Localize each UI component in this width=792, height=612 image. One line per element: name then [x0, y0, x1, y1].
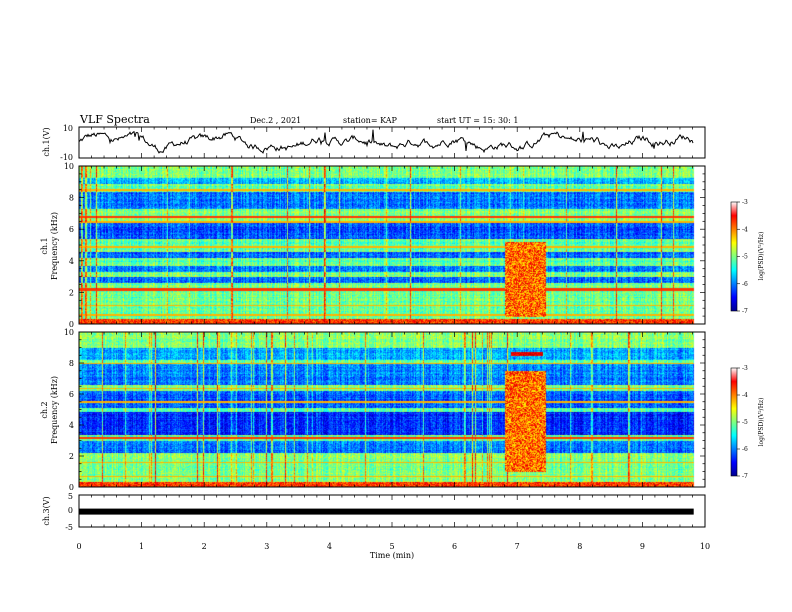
ch1-spectrogram-ylabel-channel: ch.1: [40, 237, 49, 254]
y-tick-label: 2: [69, 288, 74, 297]
x-tick-label: 1: [139, 542, 144, 551]
figure-title: VLF Spectra: [79, 113, 150, 126]
ch1-spectrogram-ylabel-frequency: Frequency (kHz): [50, 212, 59, 280]
ch3-waveform-trace: [79, 508, 694, 515]
ch3-ytick-top: 5: [68, 492, 73, 501]
colorbar-tick-label: -6: [742, 281, 748, 288]
ch1-colorbar-gradient: [730, 201, 738, 312]
colorbar-tick-label: -7: [742, 473, 748, 480]
ch1-ytick-bottom: -10: [60, 153, 73, 162]
y-tick-label: 0: [69, 320, 74, 329]
time-axis: 0 1 2 3 4 5 6 7 8 9 10: [76, 127, 710, 551]
ch2-spectrogram-ylabel-frequency: Frequency (kHz): [50, 376, 59, 444]
ch3-ytick-middle: 0: [68, 506, 73, 515]
colorbar-tick-label: -4: [742, 226, 748, 233]
y-tick-label: 4: [69, 257, 74, 266]
time-axis-label: Time (min): [370, 551, 414, 560]
colorbar-tick-label: -7: [742, 308, 748, 315]
header-start-ut: start UT = 15: 30: 1: [437, 116, 518, 125]
x-tick-label: 10: [700, 542, 710, 551]
ch2-colorbar-label: log(PSD)(V²/Hz): [758, 398, 765, 447]
ch1-colorbar-label: log(PSD)(V²/Hz): [758, 232, 765, 281]
y-tick-label: 10: [64, 162, 74, 171]
header-date: Dec.2 , 2021: [250, 116, 301, 125]
header-station: station= KAP: [343, 116, 398, 125]
x-tick-label: 8: [577, 542, 582, 551]
x-tick-label: 2: [202, 542, 207, 551]
ch3-ytick-bottom: -5: [65, 523, 73, 532]
colorbar-tick-label: -4: [742, 392, 748, 399]
colorbar-tick-label: -5: [742, 419, 748, 426]
y-tick-label: 10: [64, 328, 74, 337]
ch2-spectrogram-panel: 0 2 4 6 8 10 ch.2 Frequency (kHz): [40, 328, 706, 492]
ch1-waveform-trace: [78, 129, 694, 154]
y-tick-label: 8: [69, 194, 74, 203]
ch2-spectrogram-image: [79, 332, 705, 487]
colorbar-tick-label: -5: [742, 254, 748, 261]
y-tick-label: 6: [69, 390, 74, 399]
ch2-colorbar: -3 -4 -5 -6 -7 log(PSD)(V²/Hz): [730, 365, 765, 480]
ch1-waveform-ylabel: ch.1(V): [42, 127, 51, 156]
ch3-waveform-ylabel: ch.3(V): [42, 496, 51, 525]
x-tick-label: 3: [264, 542, 269, 551]
x-tick-label: 9: [640, 542, 645, 551]
colorbar-tick-label: -3: [742, 199, 748, 206]
ch1-waveform-frame: [78, 126, 706, 159]
y-tick-label: 2: [69, 452, 74, 461]
ch1-spectrogram-image: [79, 166, 705, 324]
y-tick-label: 0: [69, 483, 74, 492]
x-tick-label: 0: [76, 542, 81, 551]
ch2-colorbar-gradient: [730, 367, 738, 477]
y-tick-label: 4: [69, 421, 74, 430]
x-tick-label: 5: [389, 542, 394, 551]
x-tick-label: 4: [327, 542, 332, 551]
x-tick-label: 7: [515, 542, 520, 551]
colorbar-tick-label: -6: [742, 446, 748, 453]
ch1-waveform-panel: 10 -10 ch.1(V): [42, 124, 706, 162]
ch1-spectrogram-panel: 0 2 4 6 8 10 ch.1 Frequency (kHz): [40, 162, 706, 329]
colorbar-tick-label: -3: [742, 365, 748, 372]
ch2-spectrogram-ylabel-channel: ch.2: [40, 401, 49, 418]
x-tick-label: 6: [452, 542, 457, 551]
ch3-waveform-panel: 5 0 -5 ch.3(V): [42, 492, 706, 532]
ch1-ytick-top: 10: [63, 124, 73, 133]
y-tick-label: 6: [69, 225, 74, 234]
ch1-colorbar: -3 -4 -5 -6 -7 log(PSD)(V²/Hz): [730, 199, 765, 315]
y-tick-label: 8: [69, 359, 74, 368]
